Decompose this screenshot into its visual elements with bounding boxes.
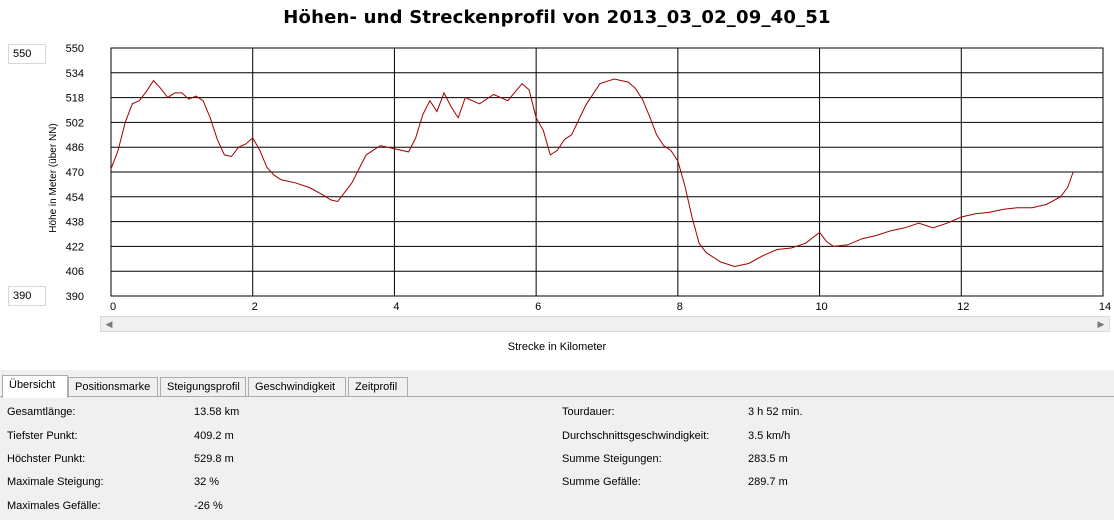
average-speed-label: Durchschnittsgeschwindigkeit: — [562, 430, 710, 442]
x-axis-label: Strecke in Kilometer — [507, 341, 607, 353]
max-decline-value: -26 % — [194, 500, 223, 512]
tab-overview[interactable]: Übersicht — [2, 375, 68, 398]
overview-panel: Gesamtlänge: 13.58 km Tiefster Punkt: 40… — [0, 397, 1114, 520]
total-descent-label: Summe Gefälle: — [562, 476, 641, 488]
x-tick-label: 0 — [110, 301, 116, 313]
x-tick-label: 4 — [393, 301, 399, 313]
y-tick-label: 518 — [66, 93, 84, 105]
y-axis-label: Höhe in Meter (über NN) — [48, 123, 59, 232]
chart-area: Höhen- und Streckenprofil von 2013_03_02… — [0, 0, 1114, 370]
lowest-point-value: 409.2 m — [194, 430, 234, 442]
tab-position-marker[interactable]: Positionsmarke — [68, 377, 158, 397]
x-tick-label: 6 — [535, 301, 541, 313]
x-tick-label: 2 — [252, 301, 258, 313]
lowest-point-label: Tiefster Punkt: — [7, 430, 78, 442]
tab-gradient-profile[interactable]: Steigungsprofil — [160, 377, 246, 397]
x-tick-label: 14 — [1099, 301, 1111, 313]
tab-strip: Übersicht Positionsmarke Steigungsprofil… — [0, 375, 1114, 398]
y-tick-label: 502 — [66, 117, 84, 129]
elevation-profile-chart: 550 534 518 502 486 470 454 438 422 406 390 0 2 4 6 8 1… — [48, 43, 1111, 313]
total-descent-value: 289.7 m — [748, 476, 788, 488]
x-tick-label: 12 — [957, 301, 969, 313]
chart-title: Höhen- und Streckenprofil von 2013_03_02… — [283, 7, 831, 28]
max-incline-value: 32 % — [194, 476, 220, 488]
total-length-label: Gesamtlänge: — [7, 406, 76, 418]
x-tick-label: 10 — [815, 301, 827, 313]
total-length-value: 13.58 km — [194, 406, 240, 418]
y-min-input[interactable]: 390 — [8, 286, 46, 306]
y-tick-label: 438 — [66, 217, 84, 229]
total-ascent-label: Summe Steigungen: — [562, 453, 662, 465]
tab-speed[interactable]: Geschwindigkeit — [248, 377, 346, 397]
y-tick-label: 486 — [66, 142, 84, 154]
tour-duration-label: Tourdauer: — [562, 406, 615, 418]
y-tick-label: 454 — [66, 192, 84, 204]
horizontal-scrollbar[interactable]: ◀ ▶ — [100, 316, 1110, 332]
y-tick-label: 422 — [66, 241, 84, 253]
y-max-input[interactable]: 550 — [8, 44, 46, 64]
average-speed-value: 3.5 km/h — [748, 430, 791, 442]
max-decline-label: Maximales Gefälle: — [7, 500, 101, 512]
x-tick-label: 8 — [677, 301, 683, 313]
y-tick-label: 534 — [66, 68, 84, 80]
elevation-line — [110, 78, 1074, 268]
scroll-right-arrow-icon[interactable]: ▶ — [1097, 319, 1105, 329]
y-tick-label: 550 — [66, 43, 84, 55]
y-tick-label: 406 — [66, 266, 84, 278]
y-tick-label: 470 — [66, 167, 84, 179]
y-tick-label: 390 — [66, 291, 84, 303]
scroll-left-arrow-icon[interactable]: ◀ — [105, 319, 113, 329]
total-ascent-value: 283.5 m — [748, 453, 788, 465]
max-incline-label: Maximale Steigung: — [7, 476, 104, 488]
tour-duration-value: 3 h 52 min. — [748, 406, 803, 418]
tab-divider — [0, 396, 1114, 397]
highest-point-value: 529.8 m — [194, 453, 234, 465]
tab-time-profile[interactable]: Zeitprofil — [348, 377, 408, 397]
highest-point-label: Höchster Punkt: — [7, 453, 86, 465]
